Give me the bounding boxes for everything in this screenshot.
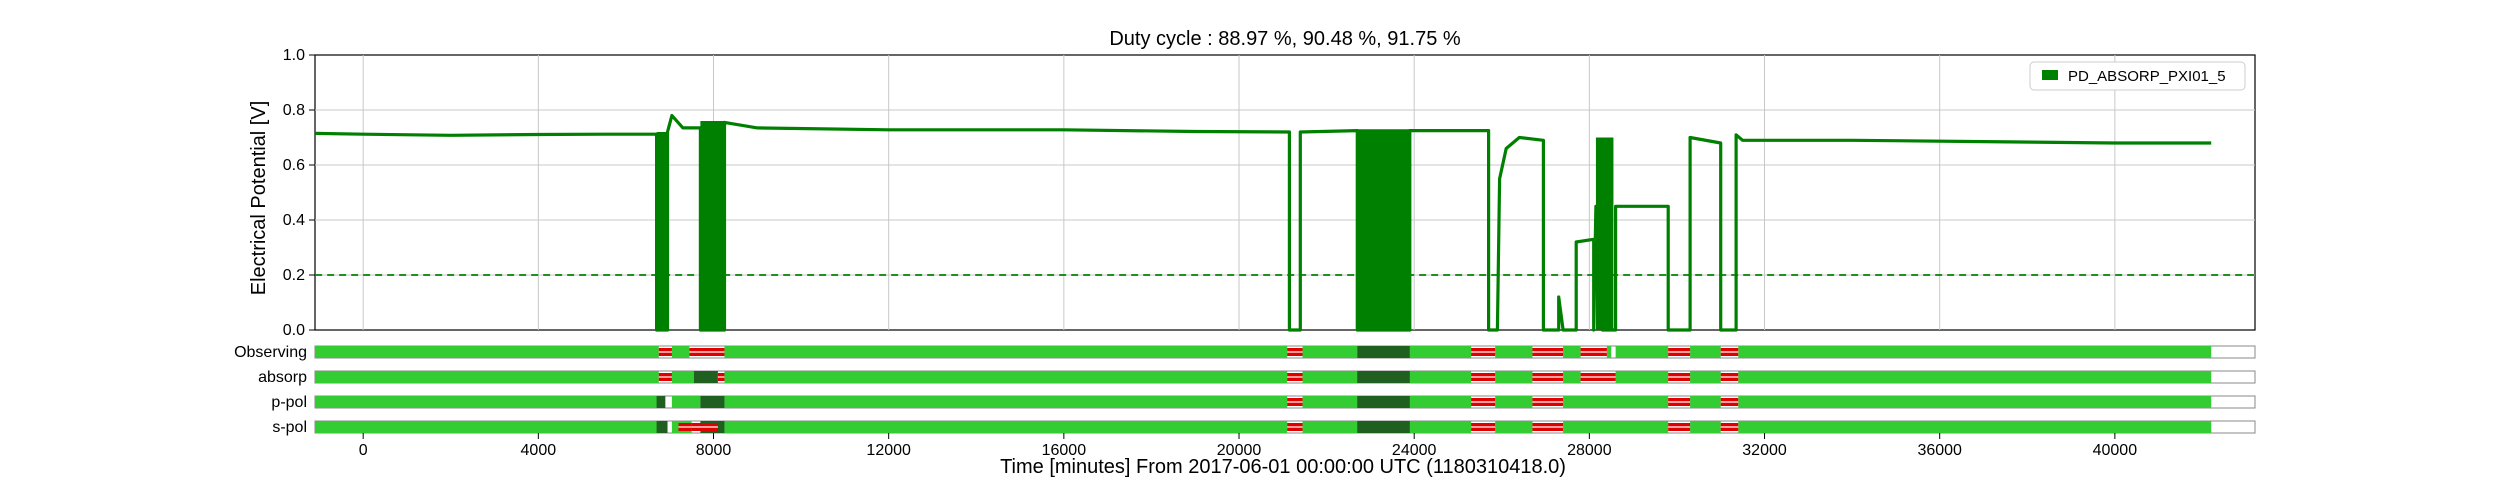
plot-frame (314, 54, 2256, 331)
segment-dark (1357, 396, 1410, 408)
segment-active (1495, 371, 1533, 383)
segment-active (315, 396, 659, 408)
segment-active (1738, 346, 2212, 358)
series-line (314, 113, 2212, 332)
segment-active (1606, 346, 1612, 358)
segment-active (671, 346, 690, 358)
segment-active (1495, 421, 1533, 433)
segment-dark (656, 421, 668, 433)
y-tick-label: 0.4 (283, 212, 305, 229)
x-tick-label: 20000 (1217, 442, 1262, 459)
x-tick-label: 24000 (1392, 442, 1437, 459)
segment-active (1409, 346, 1472, 358)
segment-active (724, 421, 1288, 433)
segment-dark (1357, 421, 1410, 433)
y-tick-label: 1.0 (283, 47, 305, 64)
legend-frame (2029, 61, 2246, 91)
x-tick-label: 40000 (2093, 442, 2138, 459)
segment-active (1495, 396, 1533, 408)
segment-active (1615, 346, 1669, 358)
main-plot: 0.0 0.2 0.4 0.6 0.8 1.0 PD_ABSORP_PXI01_5 (283, 47, 2256, 339)
segment-active (1738, 371, 2212, 383)
x-tick-label: 0 (359, 442, 368, 459)
x-tick-label: 12000 (866, 442, 911, 459)
x-tick-label: 28000 (1567, 442, 1612, 459)
legend: PD_ABSORP_PXI01_5 (2029, 61, 2246, 91)
segment-active (1563, 346, 1581, 358)
segment-active (1495, 346, 1533, 358)
series-dense-band (656, 132, 668, 330)
segment-dark (700, 396, 725, 408)
x-tick-label: 32000 (1742, 442, 1787, 459)
segment-active (724, 396, 1288, 408)
x-tick-label: 36000 (1917, 442, 1962, 459)
segment-active (1563, 421, 1669, 433)
legend-entry-label: PD_ABSORP_PXI01_5 (2068, 68, 2226, 85)
segment-rows: Observing absorp p-pol s-pol (234, 344, 2256, 436)
segment-active (1615, 371, 1669, 383)
series-dense-band (700, 121, 725, 330)
x-tick-label: 4000 (521, 442, 557, 459)
segment-active (1690, 346, 1721, 358)
segment-active (315, 371, 659, 383)
segment-dark (693, 371, 718, 383)
x-tick-label: 8000 (696, 442, 732, 459)
segment-active (724, 346, 1288, 358)
legend-swatch (2042, 70, 2058, 80)
segment-active (1690, 371, 1721, 383)
segment-active (1738, 396, 2212, 408)
y-tick-label: 0.8 (283, 102, 305, 119)
series-dense-band (1357, 129, 1410, 330)
segment-active (1563, 396, 1669, 408)
segment-active (671, 396, 701, 408)
series-dense-band (1595, 137, 1614, 330)
segment-row-label: s-pol (272, 419, 307, 436)
segment-active (315, 346, 659, 358)
segment-active (1302, 346, 1358, 358)
y-tick-label: 0.2 (283, 267, 305, 284)
x-axis-label: Time [minutes] From 2017-06-01 00:00:00 … (1000, 456, 1566, 478)
segment-row-label: absorp (258, 369, 307, 386)
y-tick-label: 0.0 (283, 322, 305, 339)
y-tick-label: 0.6 (283, 157, 305, 174)
y-axis-label: Electrical Potential [V] (248, 101, 270, 296)
segment-dark (1357, 346, 1410, 358)
segment-row-label: p-pol (271, 394, 307, 411)
segment-dark (656, 396, 666, 408)
segment-active (671, 371, 694, 383)
segment-active (1690, 421, 1721, 433)
segment-active (1690, 396, 1721, 408)
x-tick-label: 16000 (1042, 442, 1087, 459)
segment-active (724, 371, 1288, 383)
segment-row-label: Observing (234, 344, 307, 361)
segment-active (1563, 371, 1581, 383)
segment-active (1738, 421, 2212, 433)
chart-title: Duty cycle : 88.97 %, 90.48 %, 91.75 % (1109, 28, 1461, 50)
x-axis: 0 4000 8000 12000 16000 20000 24000 28000 32000 3… (359, 433, 2137, 459)
segment-active (315, 421, 659, 433)
segment-dark (1357, 371, 1410, 383)
